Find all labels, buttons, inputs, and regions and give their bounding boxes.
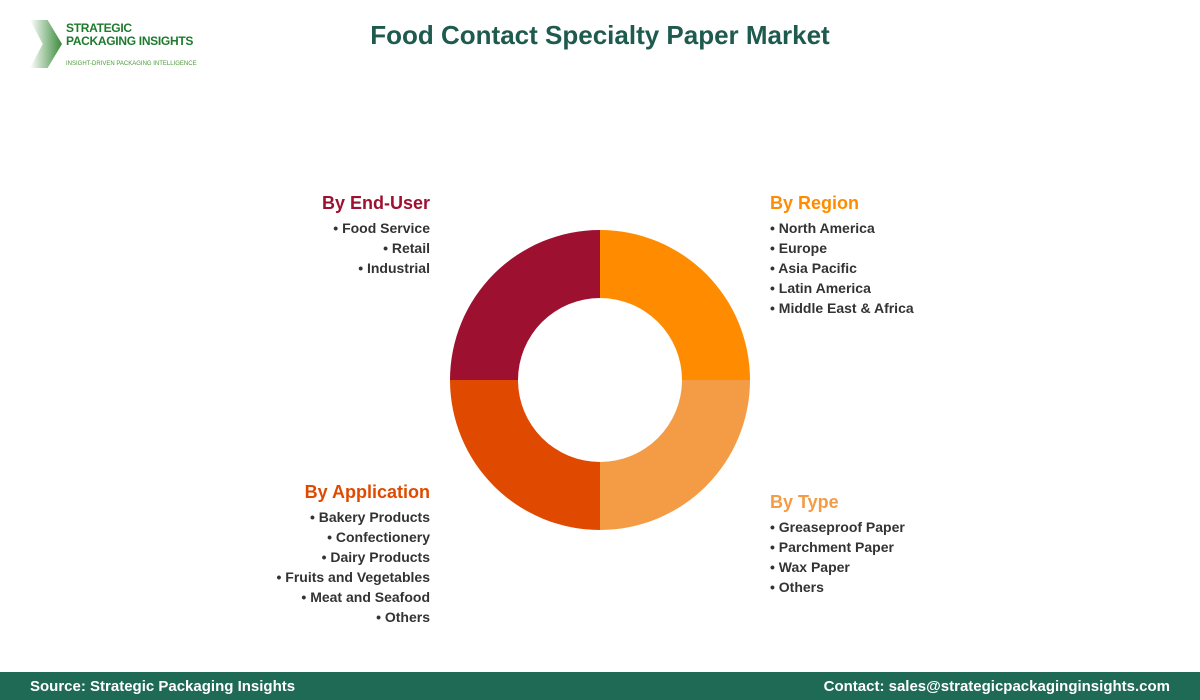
segment-item: • Bakery Products (309, 509, 430, 525)
segment-item: • Meat and Seafood (301, 589, 430, 605)
donut-slice-application (450, 380, 600, 530)
segment-item: • Greaseproof Paper (770, 519, 905, 535)
segment-item: • Dairy Products (321, 549, 430, 565)
segment-item: • Wax Paper (770, 559, 850, 575)
donut-slice-type (600, 380, 750, 530)
segment-title: By Region (770, 193, 860, 213)
segment-type: By Type • Greaseproof Paper • Parchment Pa… (770, 492, 905, 599)
segment-application: By Application • Bakery Products • Confect… (276, 482, 430, 629)
segment-end-user: By End-User • Food Service • Retail • Indus… (322, 193, 430, 280)
segment-item: • Others (770, 579, 824, 595)
logo-line1: STRATEGIC (66, 21, 132, 35)
donut-slice-end-user (450, 230, 600, 380)
segment-item: • Retail (383, 240, 430, 256)
segment-item: • Confectionery (327, 529, 430, 545)
segment-region: By Region • North America • Europe • Asia P… (770, 193, 914, 320)
segment-item: • Fruits and Vegetables (276, 569, 430, 585)
segment-item: • North America (770, 220, 875, 236)
donut-slice-region (600, 230, 750, 380)
logo-tagline: INSIGHT-DRIVEN PACKAGING INTELLIGENCE (66, 61, 197, 67)
segment-title: By Type (770, 492, 839, 512)
segment-item: • Asia Pacific (770, 260, 857, 276)
segment-item: • Industrial (358, 260, 430, 276)
segment-item: • Middle East & Africa (770, 300, 914, 316)
footer-source: Source: Strategic Packaging Insights (30, 677, 296, 695)
segment-item: • Food Service (333, 220, 430, 236)
segment-title: By Application (304, 482, 430, 502)
footer: Source: Strategic Packaging Insights Con… (0, 672, 1200, 700)
segment-item: • Parchment Paper (770, 539, 894, 555)
footer-contact: Contact: sales@strategicpackaginginsight… (823, 677, 1170, 695)
segment-item: • Europe (770, 240, 828, 256)
segment-item: • Others (376, 609, 430, 625)
segment-title: By End-User (321, 193, 430, 213)
logo: STRATEGIC PACKAGING INSIGHTS INSIGHT-DRIV… (30, 18, 200, 73)
logo-line2: PACKAGING INSIGHTS (66, 34, 194, 48)
page-title: Food Contact Specialty Paper Market (370, 20, 830, 50)
segment-item: • Latin America (770, 280, 871, 296)
